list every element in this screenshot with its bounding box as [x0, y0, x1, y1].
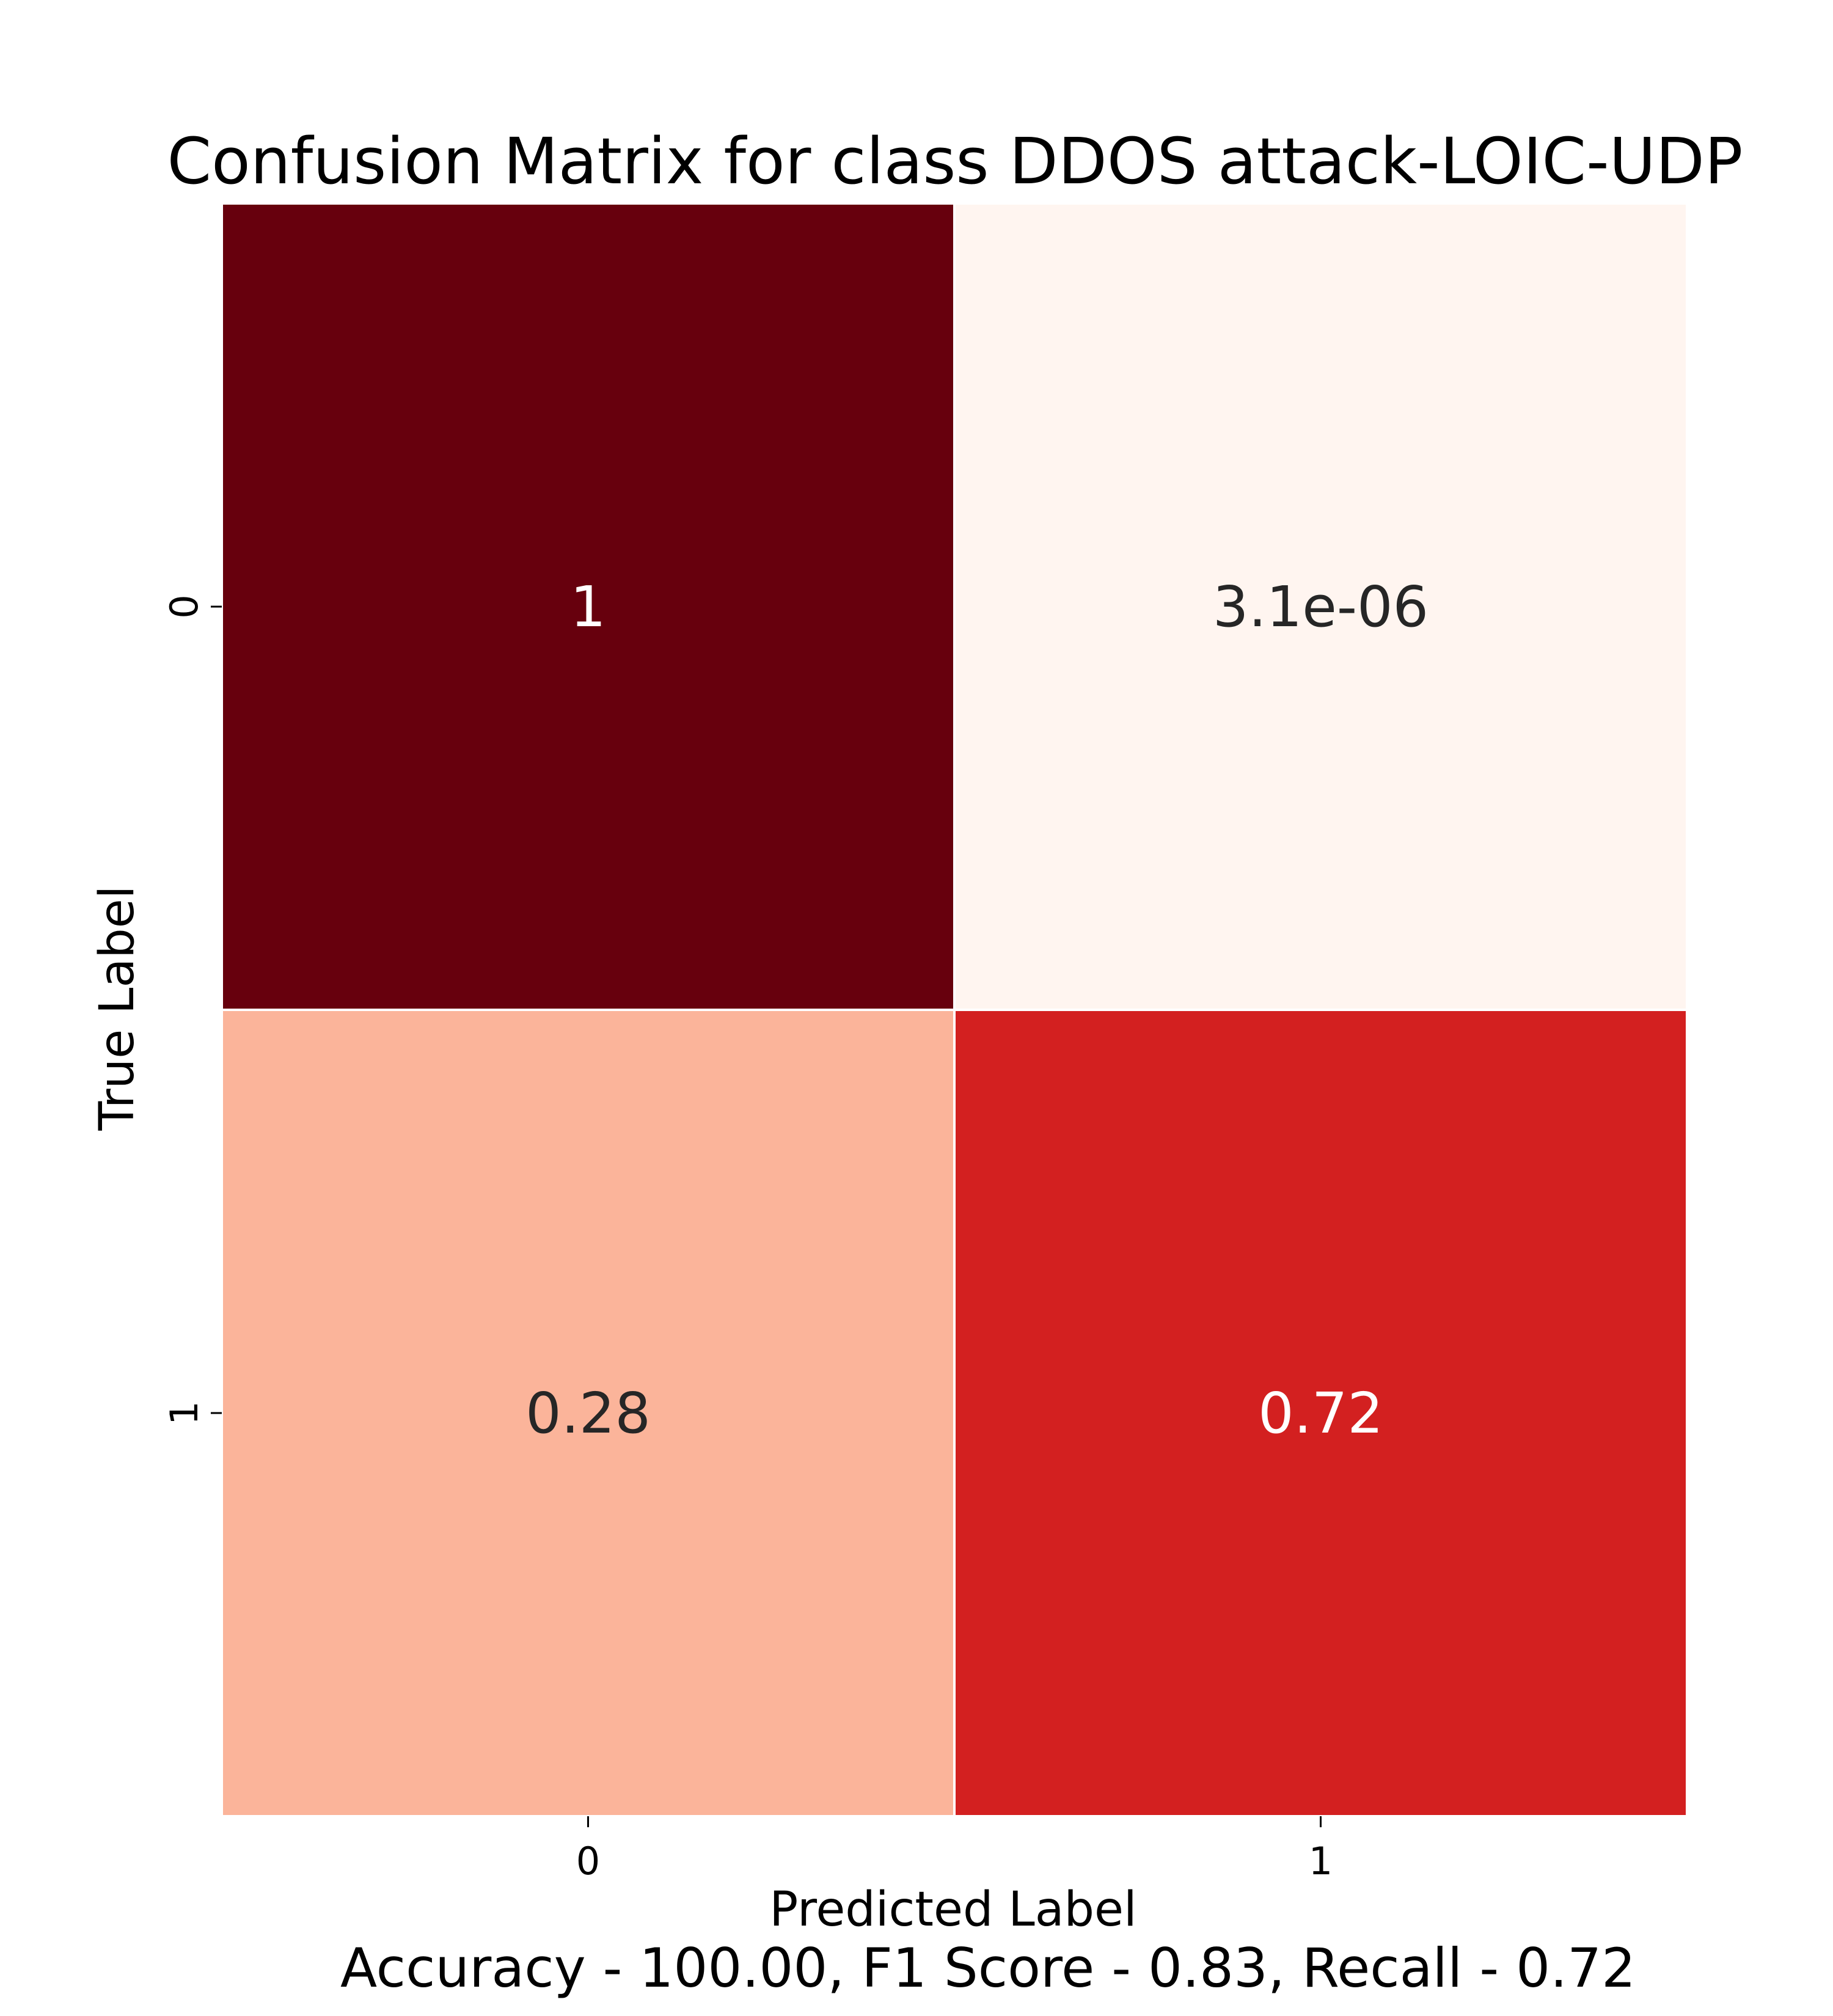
- heatmap-cells: 1 3.1e-06 0.28 0.72: [221, 202, 1688, 1817]
- cell-value-label-r1-c0: 0.28: [525, 1381, 651, 1446]
- y-tick-label-0: 0: [162, 594, 207, 618]
- heatmap-cell-r1-c0: [221, 1009, 956, 1817]
- cell-value-label-r0-c0: 1: [570, 574, 606, 640]
- x-tick-label-0: 0: [576, 1839, 600, 1883]
- x-axis-label: Predicted Label: [769, 1882, 1136, 1937]
- chart-title: Confusion Matrix for class DDOS attack-L…: [167, 124, 1743, 199]
- cell-value-label-r0-c1: 3.1e-06: [1213, 574, 1429, 640]
- metrics-footer: Accuracy - 100.00, F1 Score - 0.83, Reca…: [340, 1937, 1636, 2000]
- cell-value-label-r1-c1: 0.72: [1258, 1381, 1383, 1446]
- x-tick-label-1: 1: [1309, 1839, 1333, 1883]
- heatmap-cell-r0-c0: [221, 202, 956, 1011]
- heatmap-cell-r0-c1: [953, 202, 1688, 1011]
- y-axis-ticks: 01: [162, 594, 222, 1425]
- y-axis-label: True Label: [90, 886, 145, 1131]
- y-tick-label-1: 1: [162, 1401, 207, 1425]
- heatmap-cell-r1-c1: [953, 1009, 1688, 1817]
